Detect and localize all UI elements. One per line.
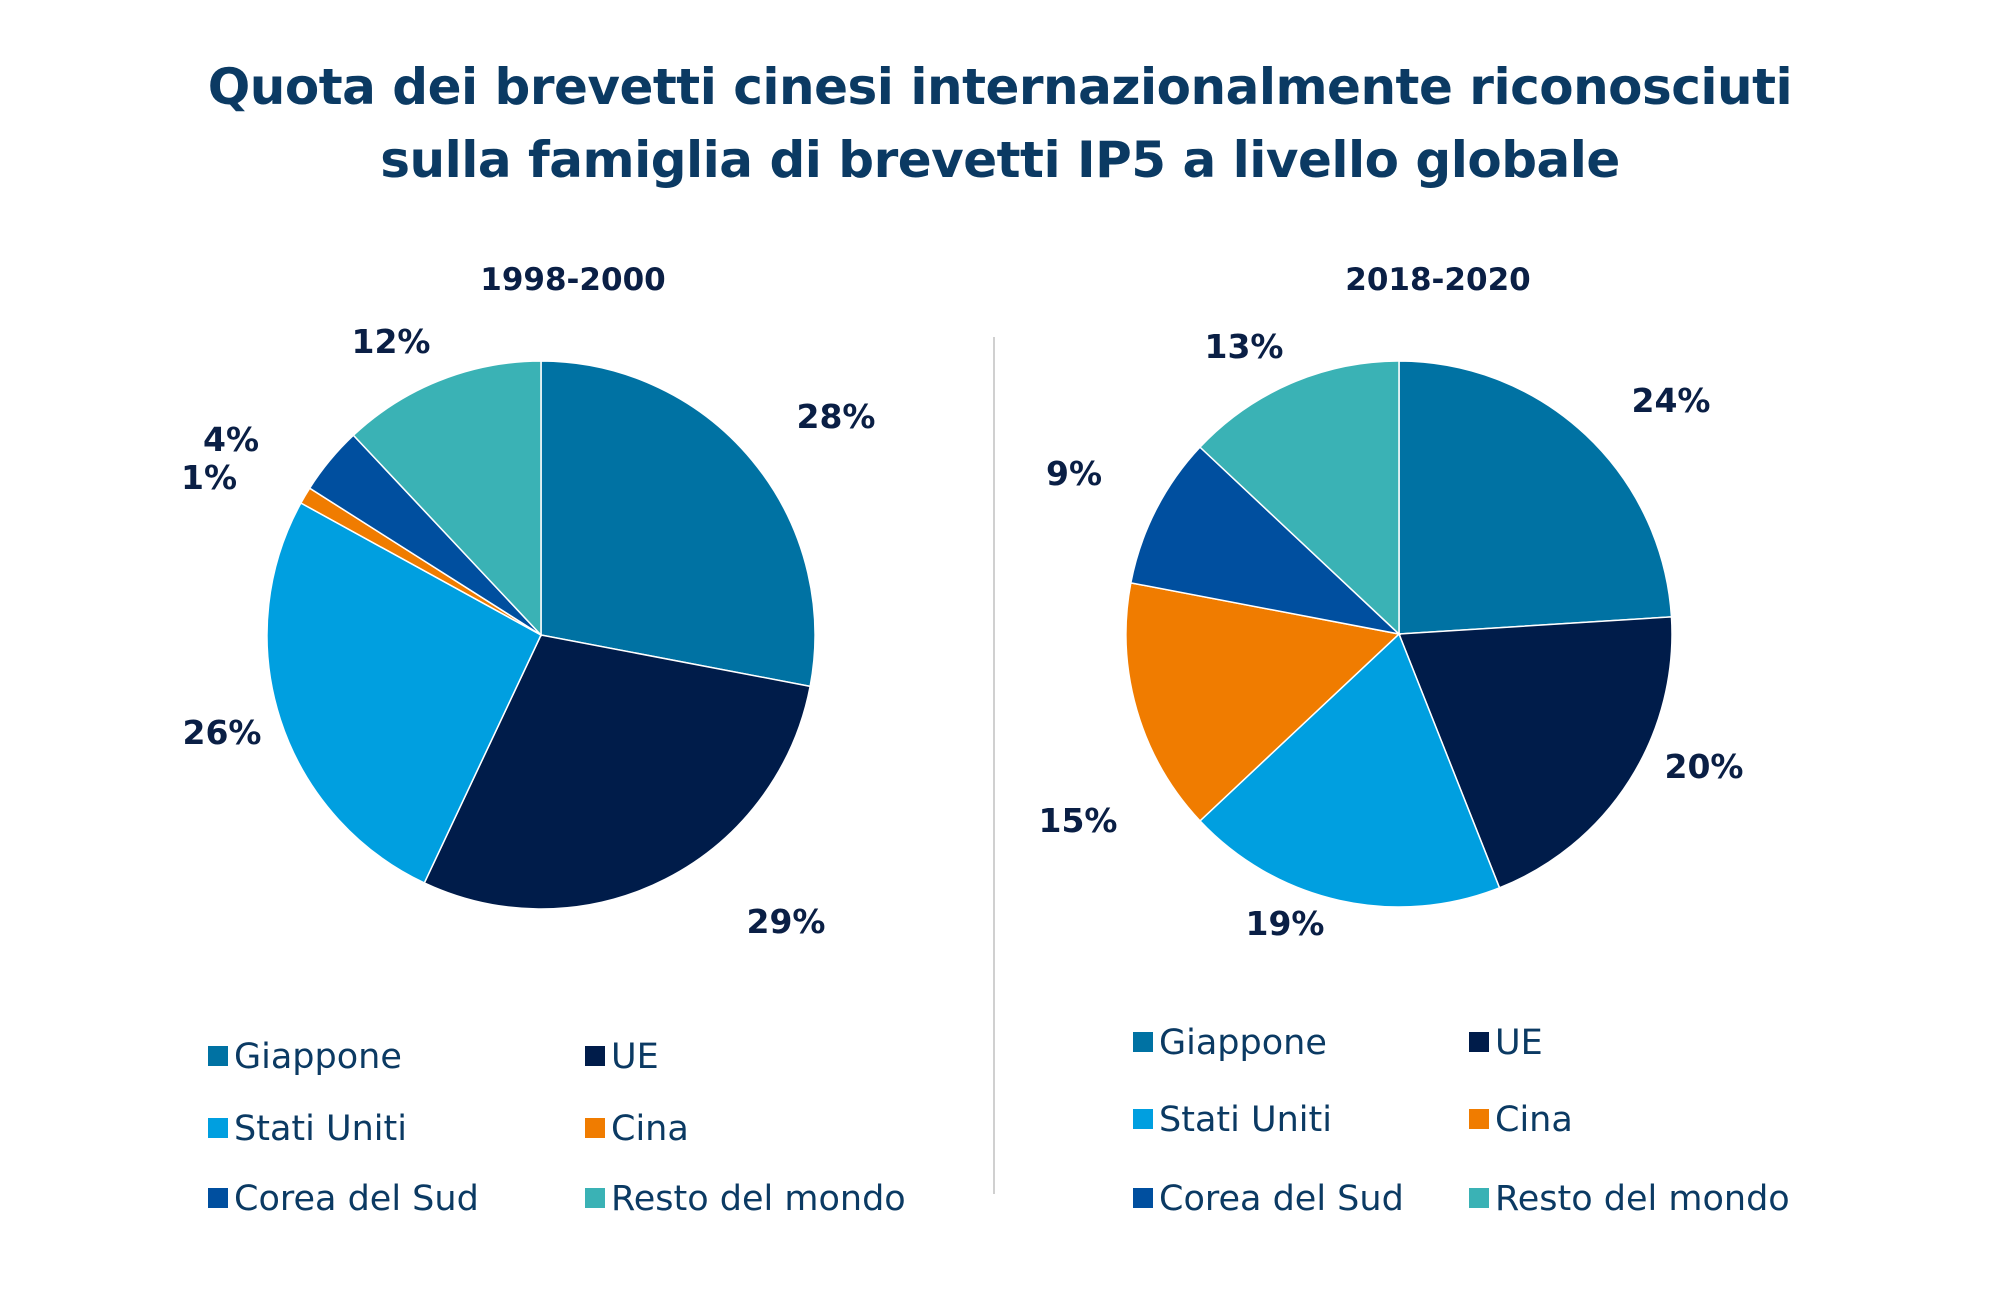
legend-swatch	[1469, 1032, 1489, 1052]
chart-title-line-2: sulla famiglia di brevetti IP5 a livello…	[380, 131, 1620, 189]
data-label: 29%	[747, 902, 826, 941]
pie-slice-cina	[1125, 581, 1401, 822]
pie-slice-giappone	[1398, 360, 1673, 635]
legend-label: UE	[1495, 1023, 1543, 1063]
legend-swatch	[208, 1046, 228, 1066]
legend-label: Corea del Sud	[1159, 1179, 1404, 1219]
pie-slice-resto-del-mondo	[1198, 360, 1400, 636]
legend-swatch	[585, 1046, 605, 1066]
legend-label: Resto del mondo	[611, 1179, 906, 1219]
data-label: 13%	[1205, 327, 1284, 366]
legend-swatch	[1133, 1032, 1153, 1052]
legend-label: Giappone	[234, 1037, 402, 1077]
legend-label: Corea del Sud	[234, 1179, 479, 1219]
pie-slice-ue	[1397, 616, 1673, 889]
pie-title: 2018-2020	[1345, 262, 1530, 298]
data-label: 20%	[1665, 747, 1744, 786]
legend-swatch	[1469, 1188, 1489, 1208]
legend-label: Stati Uniti	[1159, 1100, 1332, 1140]
legend-swatch	[1469, 1109, 1489, 1129]
data-label: 28%	[797, 397, 876, 436]
pie-slice-stati-uniti	[1198, 632, 1501, 908]
legend-swatch	[585, 1188, 605, 1208]
legend-swatch	[208, 1118, 228, 1138]
data-label: 26%	[183, 713, 262, 752]
legend-label: Cina	[1495, 1100, 1573, 1140]
pie-slice-ue	[423, 634, 812, 910]
data-label: 4%	[203, 420, 259, 459]
legend-label: Resto del mondo	[1495, 1179, 1790, 1219]
pie-slice-resto-del-mondo	[352, 360, 542, 637]
legend-label: Cina	[611, 1109, 689, 1149]
legend-label: Stati Uniti	[234, 1109, 407, 1149]
data-label: 12%	[352, 322, 431, 361]
pie-slice-corea-del-sud	[1129, 446, 1402, 636]
data-label: 24%	[1632, 381, 1711, 420]
legend-swatch	[1133, 1188, 1153, 1208]
legend-label: Giappone	[1159, 1023, 1327, 1063]
data-label: 9%	[1046, 454, 1102, 493]
data-label: 19%	[1246, 904, 1325, 943]
pie-title: 1998-2000	[480, 262, 665, 298]
legend-swatch	[208, 1188, 228, 1208]
legend-label: UE	[611, 1037, 659, 1077]
data-label: 15%	[1039, 801, 1118, 840]
chart-title-line-1: Quota dei brevetti cinesi internazionalm…	[207, 58, 1793, 116]
legend-swatch	[1133, 1109, 1153, 1129]
pie-slice-giappone	[540, 360, 816, 688]
legend-swatch	[585, 1118, 605, 1138]
data-label: 1%	[181, 458, 237, 497]
